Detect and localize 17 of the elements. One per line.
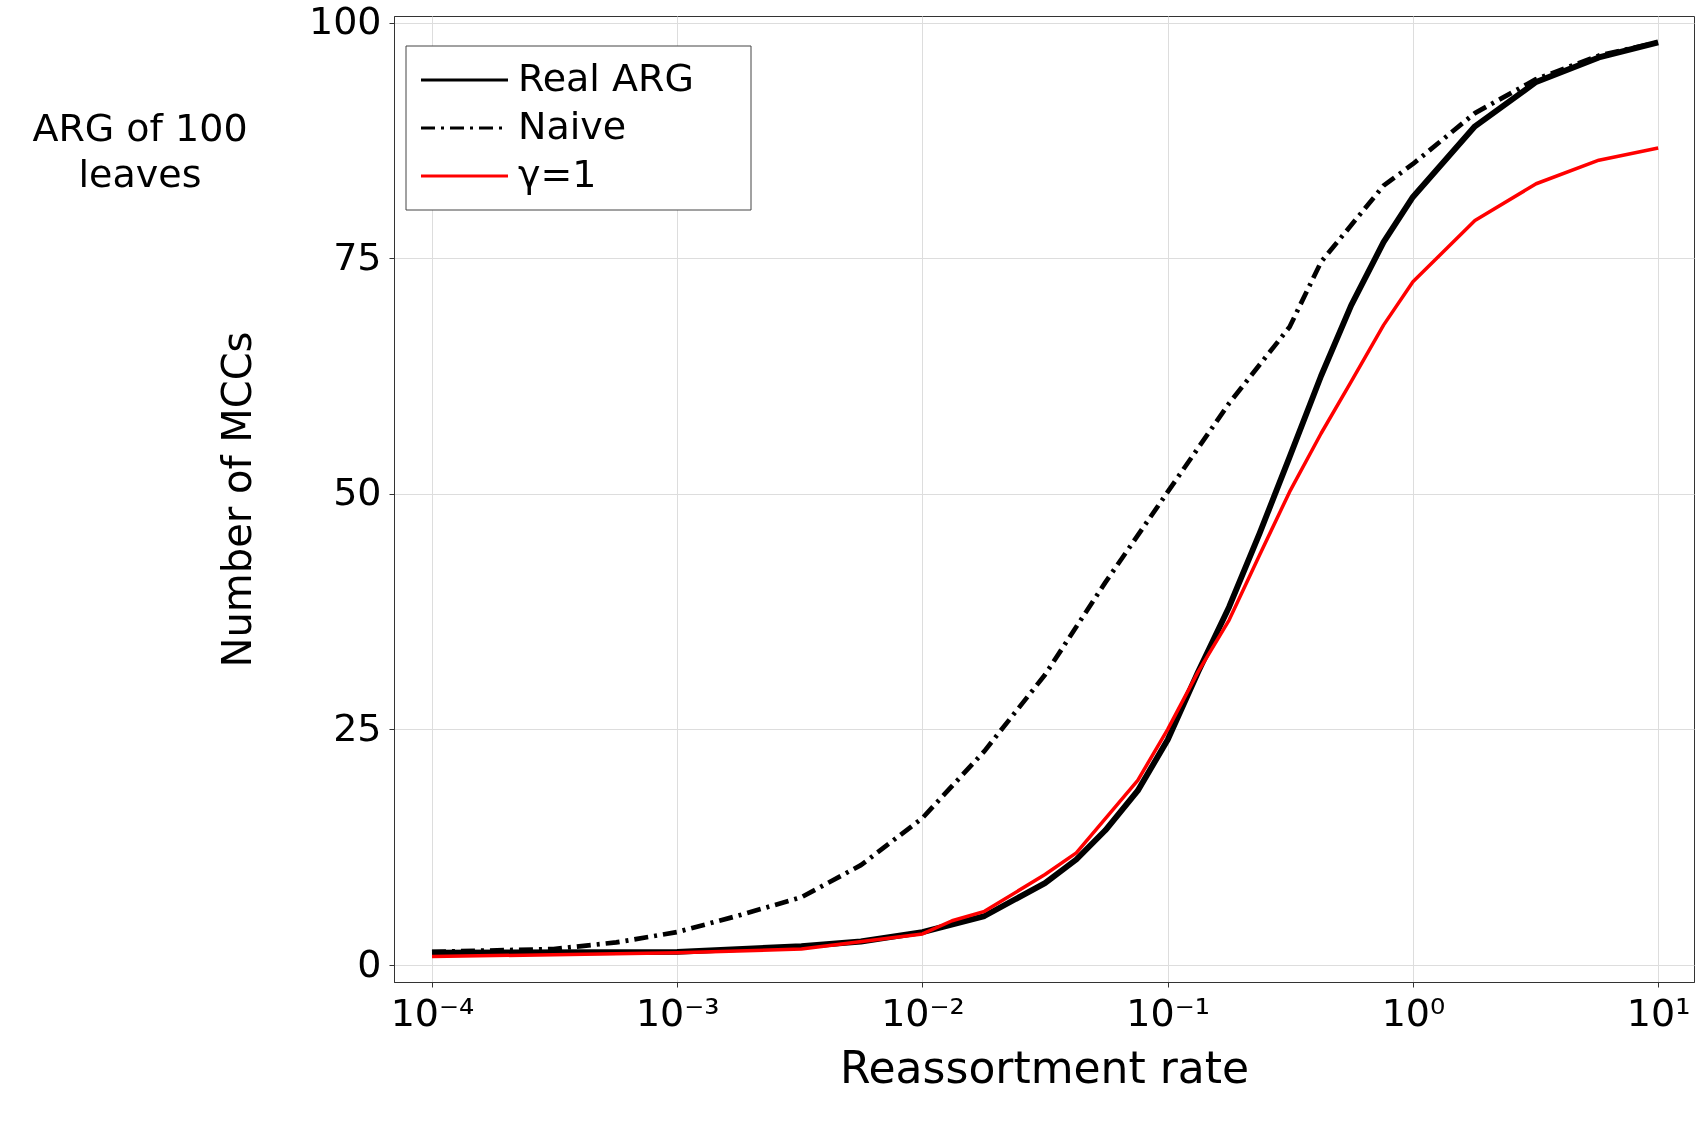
y-tick-label: 75 <box>333 234 382 279</box>
x-tick-label: 10⁻² <box>881 990 965 1035</box>
y-tick-label: 25 <box>333 705 382 750</box>
y-tick-label: 100 <box>308 0 382 44</box>
y-axis-title: Number of MCCs <box>213 331 260 668</box>
legend-label: Real ARG <box>518 56 694 100</box>
text: ARG of 100 leaves <box>32 106 248 196</box>
x-tick-label: 10⁻³ <box>635 990 720 1035</box>
x-tick-label: 10⁻¹ <box>1126 990 1211 1035</box>
x-tick-label: 10⁰ <box>1381 990 1446 1035</box>
x-tick-label: 10¹ <box>1626 990 1691 1035</box>
x-axis-title: Reassortment rate <box>839 1041 1250 1093</box>
y-tick-label: 0 <box>357 941 382 986</box>
legend-label: Naive <box>518 104 627 148</box>
x-tick-label: 10⁻⁴ <box>390 990 475 1035</box>
y-tick-label: 50 <box>333 470 382 515</box>
legend-label: γ=1 <box>518 152 597 196</box>
